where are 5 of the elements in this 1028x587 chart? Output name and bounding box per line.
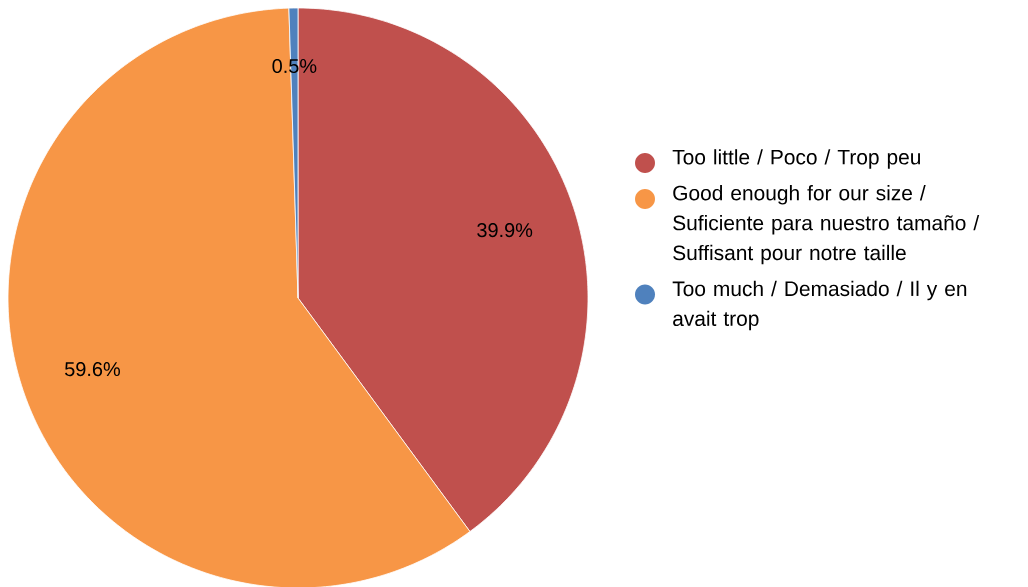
data-label: 39.9% [477, 223, 533, 238]
legend-label: Good enough for our size / Suficiente para nuestro tamaño / Suffisant pour notre taille [673, 185, 980, 265]
legend-label: Too little / Poco / Trop peu [672, 149, 921, 169]
legend-label: Too much / Demasiado / Il y en avait trop [672, 280, 967, 331]
data-label: 59.6% [65, 362, 120, 377]
